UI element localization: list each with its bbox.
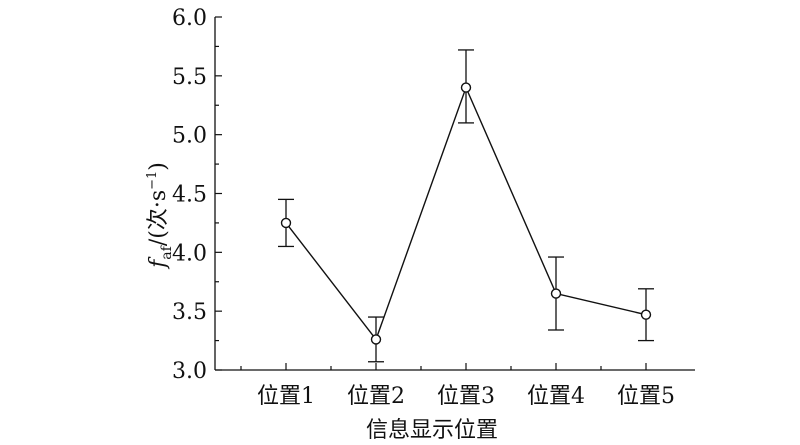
data-point: [640, 309, 652, 320]
data-point: [370, 334, 382, 345]
y-axis-label-subscript: af: [159, 244, 175, 259]
axes: [214, 16, 695, 371]
x-tick-label: 位置5: [617, 384, 675, 409]
x-axis-label: 信息显示位置: [366, 418, 498, 443]
series-line: [285, 85, 647, 341]
x-tick-label: 位置4: [527, 384, 585, 409]
y-tick-label: 4.0: [172, 241, 207, 266]
y-tick-label: 6.0: [172, 6, 207, 31]
series-layer: [278, 49, 654, 363]
x-tick-label: 位置3: [437, 384, 495, 409]
x-tick-labels: 位置1 位置2 位置3 位置4 位置5: [257, 384, 675, 409]
y-tick-label: 5.0: [172, 124, 207, 149]
data-point: [460, 82, 472, 93]
y-axis-label-unit: /(次·s: [146, 190, 171, 246]
data-point: [280, 217, 292, 229]
x-tick-label: 位置1: [257, 384, 315, 409]
x-tick-label: 位置2: [347, 384, 405, 409]
y-tick-label: 3.5: [172, 300, 207, 325]
data-point: [550, 288, 562, 299]
y-tick-label: 5.5: [172, 65, 207, 90]
y-tick-label: 4.5: [172, 183, 207, 208]
y-tick-label: 3.0: [172, 359, 207, 384]
y-axis-label-exponent: −1: [145, 171, 160, 190]
y-axis-label-suffix: ): [146, 162, 171, 171]
y-axis-label: faf/(次·s−1): [145, 162, 175, 270]
y-tick-labels: 3.0 3.5 4.0 4.5 5.0 5.5 6.0: [172, 6, 207, 384]
